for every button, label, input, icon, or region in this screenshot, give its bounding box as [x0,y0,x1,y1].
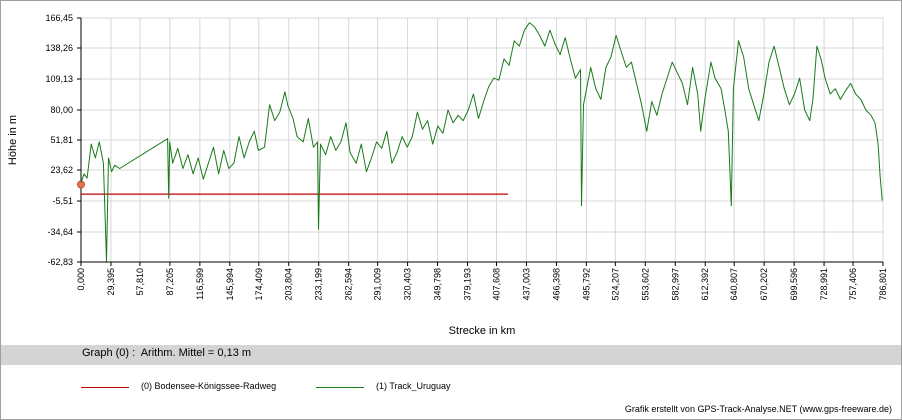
y-tick-label: 166,45 [45,13,73,23]
legend-swatch-series-0 [81,387,129,388]
x-tick-label: 145,994 [225,268,235,301]
x-tick-label: 379,193 [463,268,473,301]
y-tick-label: 80,00 [50,105,73,115]
x-tick-label: 0,000 [76,268,86,291]
mean-value-text: Graph (0) : Arithm. Mittel = 0,13 m [82,347,252,359]
x-tick-label: 612,392 [700,268,710,301]
legend-label-series-0: (0) Bodensee-Königssee-Radweg [141,381,277,391]
x-axis-title: Strecke in km [449,325,516,337]
y-axis-title: Höhe in m [7,115,19,165]
x-tick-label: 437,003 [521,268,531,301]
legend-swatch-series-1 [316,387,364,388]
x-tick-label: 582,997 [670,268,680,301]
x-tick-label: 495,792 [581,268,591,301]
credit-text: Grafik erstellt von GPS-Track-Analyse.NE… [624,404,892,414]
x-tick-label: 407,608 [491,268,501,301]
x-tick-label: 670,202 [759,268,769,301]
x-tick-label: 291,009 [373,268,383,301]
x-tick-label: 262,594 [344,268,354,301]
x-tick-label: 29,395 [106,268,116,296]
x-tick-label: 466,398 [551,268,561,301]
x-tick-label: 174,409 [254,268,264,301]
elevation-chart: 166,45 138,26 109,13 80,00 51,81 23,62 -5,51 -3… [7,13,888,337]
x-tick-label: 203,804 [284,268,294,301]
x-tick-label: 728,991 [819,268,829,301]
y-tick-label: -62,83 [47,257,73,267]
x-tick-label: 57,810 [135,268,145,296]
y-tick-label: -5,51 [52,196,73,206]
x-tick-label: 349,798 [433,268,443,301]
y-tick-label: 109,13 [45,74,73,84]
y-tick-label: 138,26 [45,43,73,53]
x-tick-label: 786,801 [878,268,888,301]
x-tick-label: 699,596 [789,268,799,301]
x-tick-label: 320,403 [403,268,413,301]
x-tick-label: 553,602 [640,268,650,301]
status-bar: Graph (0) : Arithm. Mittel = 0,13 m [1,345,901,365]
y-tick-label: 23,62 [50,165,73,175]
series-line-1 [80,22,883,262]
y-tick-label: -34,64 [47,227,73,237]
x-tick-label: 640,807 [729,268,739,301]
x-tick-label: 87,205 [165,268,175,296]
x-tick-label: 524,207 [610,268,620,301]
x-tick-label: 116,599 [195,268,205,300]
y-tick-label: 51,81 [50,135,73,145]
legend-label-series-1: (1) Track_Uruguay [376,381,451,391]
x-tick-label: 757,406 [848,268,858,301]
x-tick-label: 233,199 [314,268,324,301]
